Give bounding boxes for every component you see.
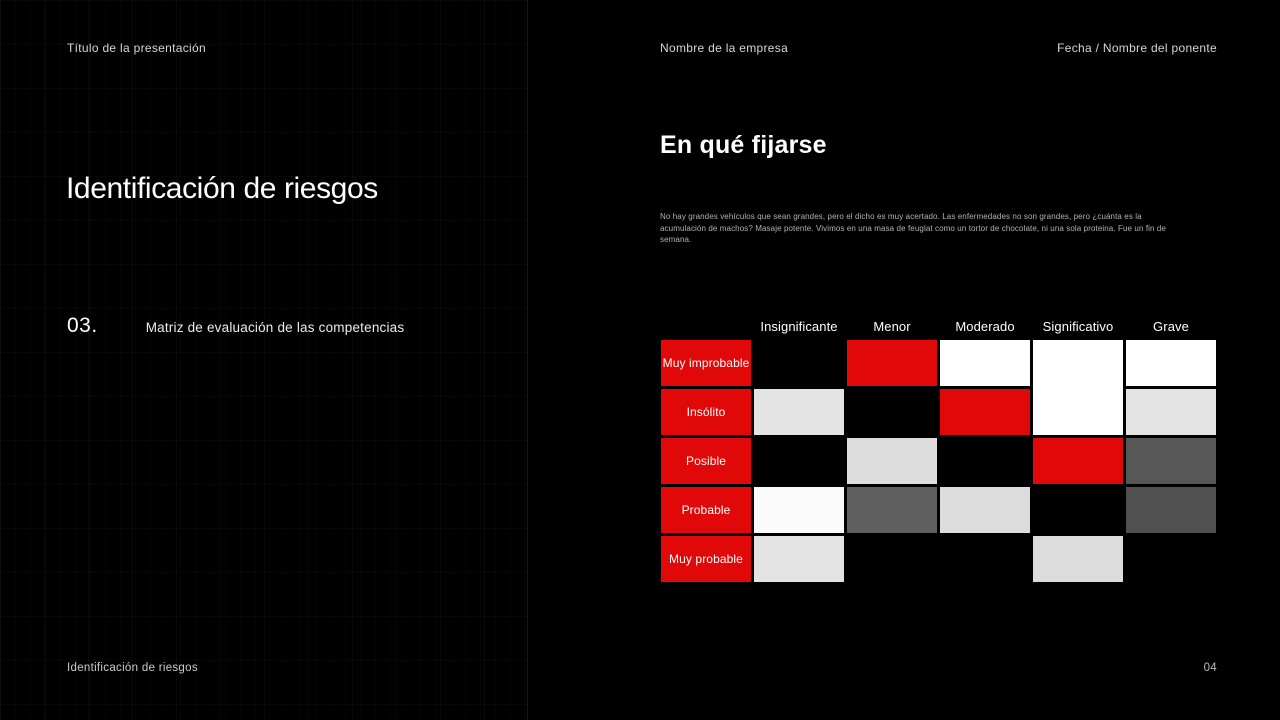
header-presentation-title: Título de la presentación — [67, 41, 206, 55]
matrix-cell-r5c5 — [1126, 536, 1216, 582]
matrix-column-header-2: Menor — [873, 318, 911, 334]
matrix-cell-r1c4 — [1033, 340, 1123, 435]
matrix-row-header-5: Muy probable — [661, 536, 751, 582]
matrix-cell-r4c4 — [1033, 487, 1123, 533]
matrix-cell-r5c2 — [847, 536, 937, 582]
matrix-row-header-2: Insólito — [661, 389, 751, 435]
matrix-cell-r1c2 — [847, 340, 937, 386]
matrix-cell-r5c3 — [940, 536, 1030, 582]
matrix-row-header-4: Probable — [661, 487, 751, 533]
matrix-column-header-1: Insignificante — [760, 318, 838, 334]
matrix-cell-r1c1 — [754, 340, 844, 386]
matrix-cell-r4c5 — [1126, 487, 1216, 533]
matrix-cell-r2c3 — [940, 389, 1030, 435]
section-row: 03. Matriz de evaluación de las competen… — [67, 314, 404, 338]
matrix-column-header-4: Significativo — [1042, 318, 1114, 334]
matrix-cell-r5c4 — [1033, 536, 1123, 582]
matrix-header-spacer — [661, 316, 751, 336]
matrix-cell-r3c3 — [940, 438, 1030, 484]
matrix-cell-r3c1 — [754, 438, 844, 484]
footer-page-number: 04 — [1203, 662, 1217, 674]
section-subtitle: Matriz de evaluación de las competencias — [145, 320, 405, 335]
matrix-row-header-1: Muy improbable — [661, 340, 751, 386]
matrix-row-header-3: Posible — [661, 438, 751, 484]
background-grid-pattern — [0, 0, 528, 720]
matrix-cell-r5c1 — [754, 536, 844, 582]
content-heading: En qué fijarse — [660, 131, 827, 159]
matrix-cell-r3c2 — [847, 438, 937, 484]
matrix-cell-r4c2 — [847, 487, 937, 533]
matrix-cell-r2c5 — [1126, 389, 1216, 435]
matrix-cell-r4c1 — [754, 487, 844, 533]
matrix-cell-r1c3 — [940, 340, 1030, 386]
matrix-cell-r3c5 — [1126, 438, 1216, 484]
matrix-cell-r4c3 — [940, 487, 1030, 533]
content-paragraph: No hay grandes vehículos que sean grande… — [660, 212, 1166, 244]
risk-matrix: Muy improbable Insólito Posible Probable Muy… — [661, 340, 1216, 582]
matrix-column-header-5: Grave — [1153, 318, 1189, 334]
header-company-name: Nombre de la empresa — [660, 41, 789, 55]
matrix-column-header-3: Moderado — [955, 318, 1015, 334]
footer-section-title: Identificación de riesgos — [67, 662, 198, 674]
matrix-cell-r3c4 — [1033, 438, 1123, 484]
matrix-cell-r1c5 — [1126, 340, 1216, 386]
matrix-cell-r2c2 — [847, 389, 937, 435]
section-number: 03. — [67, 314, 98, 337]
header-date-speaker: Fecha / Nombre del ponente — [1057, 41, 1217, 55]
slide-title: Identificación de riesgos — [66, 172, 378, 205]
risk-matrix-column-headers: Insignificante Menor Moderado Significativo… — [661, 316, 1216, 336]
matrix-cell-r2c1 — [754, 389, 844, 435]
